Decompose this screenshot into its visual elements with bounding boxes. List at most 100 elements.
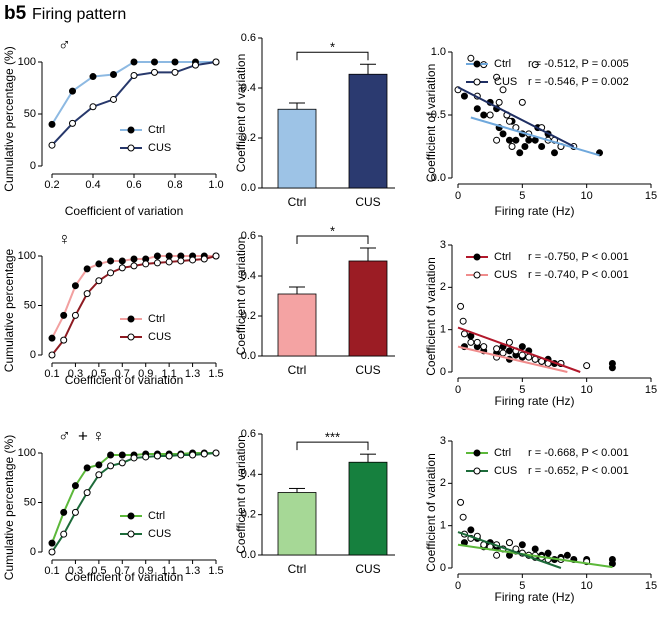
data-point [499,86,507,94]
data-point [48,120,56,128]
y-tick-label: 0.2 [241,509,256,521]
x-tick-label: 0 [455,384,461,396]
legend-label: CUS [148,142,171,154]
y-tick-label: 50 [24,496,36,508]
significance-label: * [330,223,335,238]
data-point [212,58,220,66]
data-point [95,471,103,479]
data-point [165,252,173,260]
y-axis-label: Coefficient of variation [234,54,248,173]
y-tick-label: 2 [440,281,446,293]
data-point [505,347,513,355]
legend-label: CUS [494,269,517,281]
x-tick-label: 0.9 [138,368,153,380]
bar [348,260,388,357]
x-tick-label: 0.9 [138,565,153,577]
fit-line [470,116,600,157]
data-point [118,264,126,272]
data-point [459,513,467,521]
x-axis-label: Coefficient of variation [65,570,184,584]
data-point [531,136,539,144]
y-axis-label: Coefficient of variation [234,435,248,554]
y-tick-label: 1 [440,520,446,532]
data-point [512,136,520,144]
y-axis-label: Coefficient of variation [424,64,438,183]
x-axis-label: Coefficient of variation [65,204,184,218]
data-point [107,269,115,277]
y-axis-label: Cumulative percentage [2,248,16,372]
data-point [171,68,179,76]
bar [277,108,317,189]
bar [348,461,388,556]
data-point [60,530,68,538]
data-point [60,508,68,516]
x-tick-label: 1.0 [208,179,223,191]
data-point [499,349,507,357]
y-tick-label: 0.5 [431,109,446,121]
x-tick-label: 0.8 [167,179,182,191]
data-point [48,548,56,556]
legend-stats: r = -0.512, P = 0.005 [528,58,629,70]
data-point [525,136,533,144]
data-point [153,259,161,267]
data-point [563,551,571,559]
data-point [48,539,56,547]
y-tick-label: 50 [24,299,36,311]
legend-stats: r = -0.740, P < 0.001 [528,269,629,281]
y-tick-label: 0.6 [241,428,256,440]
data-point [538,143,546,150]
data-point [518,98,526,106]
data-point [505,539,513,547]
y-tick-label: 0 [30,160,36,172]
data-point [493,551,501,559]
data-point [165,452,173,460]
data-point [508,143,516,150]
data-point [130,262,138,270]
legend-label: CUS [494,465,517,477]
x-tick-label: 1.5 [208,368,223,380]
sex-symbol: ♀ [58,229,71,248]
y-tick-label: 3 [440,239,446,251]
y-axis-label: Coefficient of variation [424,257,438,376]
data-point [71,482,79,490]
data-point [516,149,524,157]
data-point [130,255,138,263]
legend-marker [473,78,481,86]
legend-marker [127,315,135,323]
legend-marker [127,512,135,520]
data-point [69,87,76,95]
legend-stats: r = -0.750, P < 0.001 [528,251,629,263]
x-tick-label: Ctrl [288,363,307,377]
figure-title: Firing pattern [32,6,126,23]
y-tick-label: 0.0 [241,549,256,561]
data-point [95,260,103,268]
x-tick-label: Ctrl [288,195,307,209]
y-tick-label: 0 [30,349,36,361]
sex-symbol: ♂ [58,426,71,445]
x-tick-label: 0.7 [115,368,130,380]
legend-label: Ctrl [148,313,165,325]
data-point [165,258,173,266]
y-tick-label: 100 [18,56,36,68]
x-tick-label: 10 [581,580,593,592]
y-tick-label: 0.4 [241,82,256,94]
data-point [107,257,115,265]
sex-symbol: ♀ [92,426,105,445]
y-tick-label: 1 [440,324,446,336]
x-axis-label: Firing rate (Hz) [494,590,574,604]
data-point [153,452,161,460]
data-point [493,136,501,144]
legend-label: Ctrl [148,124,165,136]
data-point [130,58,138,66]
x-tick-label: 15 [645,190,657,202]
legend-marker [473,271,481,279]
y-tick-label: 0.2 [241,132,256,144]
y-axis-label: Coefficient of variation [424,453,438,572]
y-tick-label: 100 [18,250,36,262]
x-tick-label: Ctrl [288,562,307,576]
x-axis-label: Firing rate (Hz) [494,394,574,408]
data-point [130,72,138,80]
x-tick-label: 5 [519,190,525,202]
x-tick-label: 1.1 [161,565,176,577]
sex-symbol: + [78,426,88,445]
